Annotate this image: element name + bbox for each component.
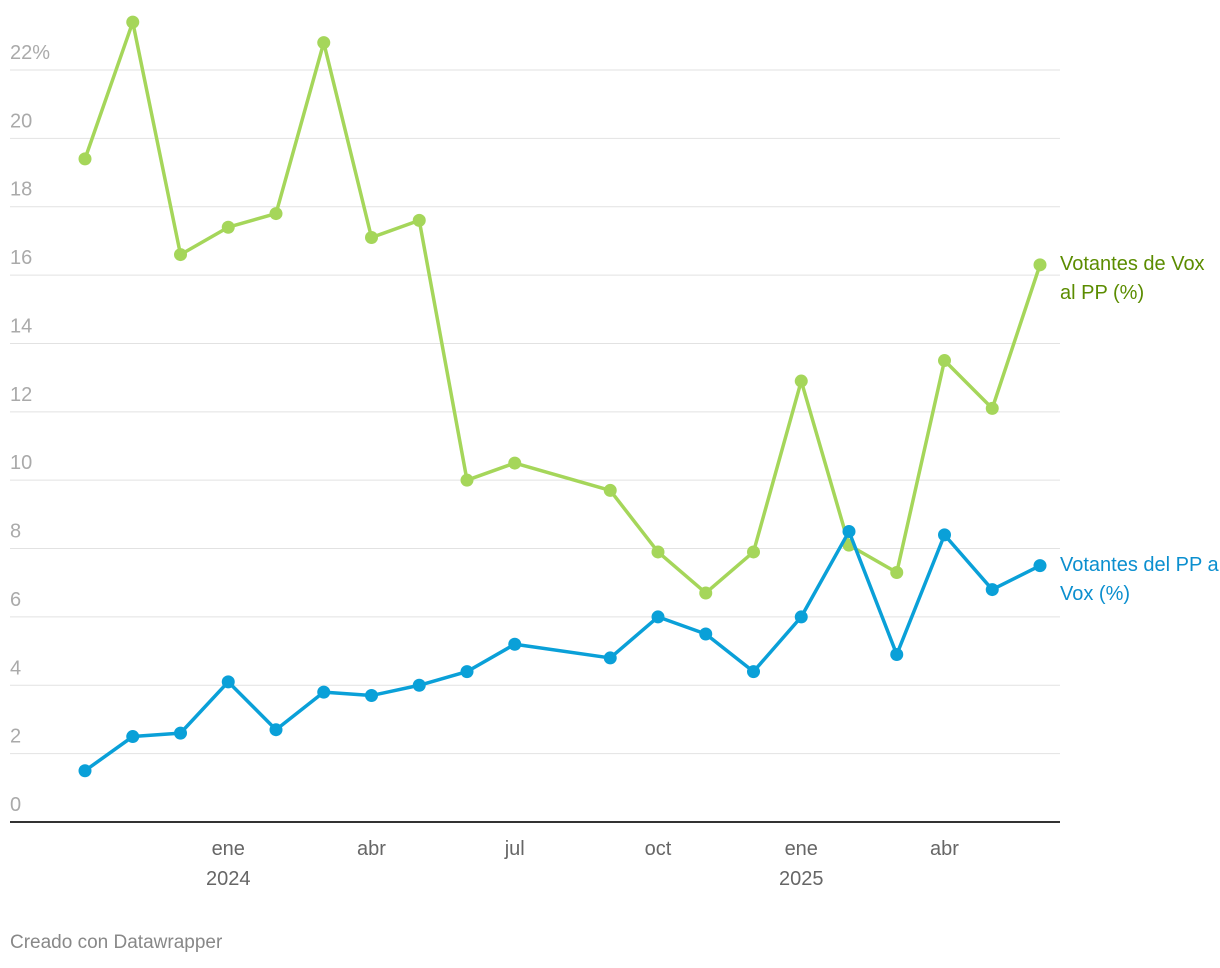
data-point: [174, 248, 187, 262]
y-tick-label: 6: [10, 589, 21, 611]
x-tick-label-line: abr: [930, 838, 959, 860]
data-point: [174, 726, 187, 740]
y-tick-label: 14: [10, 315, 32, 337]
data-point: [126, 15, 140, 29]
y-tick-label: 20: [10, 110, 32, 132]
data-point: [508, 456, 522, 470]
x-tick-label: ene 2024: [206, 838, 251, 890]
data-point: [460, 473, 474, 487]
data-point: [508, 637, 522, 651]
data-point: [842, 524, 856, 538]
y-tick-label: 2: [10, 726, 21, 748]
data-point: [412, 213, 426, 227]
data-point: [221, 220, 235, 234]
data-point: [269, 723, 283, 737]
data-point: [317, 36, 331, 50]
y-tick-label: 16: [10, 247, 32, 269]
data-point: [603, 483, 617, 497]
y-tick-label: 0: [10, 794, 21, 816]
data-point: [699, 586, 713, 600]
data-point: [365, 230, 378, 244]
data-point: [985, 401, 999, 415]
data-point: [699, 627, 713, 641]
data-point: [938, 528, 951, 542]
x-tick-label: jul: [504, 838, 525, 860]
data-point: [651, 610, 665, 624]
x-tick-label-line: ene: [212, 838, 245, 860]
data-point: [78, 152, 92, 166]
data-point: [747, 665, 760, 679]
x-tick-label-line: 2025: [779, 868, 824, 890]
series-line: [83, 529, 1041, 773]
x-tick-label: oct: [645, 838, 672, 860]
x-tick-label: ene 2025: [779, 838, 824, 890]
data-point: [794, 610, 808, 624]
data-point: [1033, 559, 1047, 573]
data-point: [794, 374, 808, 388]
series-line: [83, 20, 1042, 595]
data-point: [317, 685, 331, 699]
x-tick-label-line: ene: [785, 838, 818, 860]
data-point: [126, 730, 140, 744]
data-point: [221, 675, 235, 689]
data-point: [269, 207, 283, 221]
data-point: [365, 689, 378, 703]
data-point: [890, 648, 904, 662]
series-label: Votantes del PP a Vox (%): [1060, 553, 1219, 605]
x-tick-label-line: 2024: [206, 868, 251, 890]
data-point: [603, 651, 617, 665]
x-tick-label-line: jul: [504, 838, 525, 860]
source: Creado con Datawrapper: [10, 932, 223, 953]
x-tick-label-line: oct: [645, 838, 672, 860]
data-point: [938, 354, 951, 368]
data-point: [412, 678, 426, 692]
data-point: [78, 764, 92, 778]
series-label: Votantes de Vox al PP (%): [1060, 252, 1205, 304]
x-tick-label: abr: [357, 838, 386, 860]
data-point: [651, 545, 665, 559]
data-point: [890, 565, 904, 579]
data-point: [747, 545, 760, 559]
y-tick-label: 18: [10, 179, 32, 201]
data-point: [1033, 258, 1047, 272]
y-tick-label: 8: [10, 521, 21, 543]
y-tick-label: 12: [10, 384, 32, 406]
data-point: [985, 583, 999, 597]
x-tick-label-line: abr: [357, 838, 386, 860]
y-tick-label: 10: [10, 452, 32, 474]
x-tick-label: abr: [930, 838, 959, 860]
y-tick-label: 22%: [10, 42, 50, 64]
data-point: [460, 665, 474, 679]
y-tick-label: 4: [10, 657, 21, 679]
